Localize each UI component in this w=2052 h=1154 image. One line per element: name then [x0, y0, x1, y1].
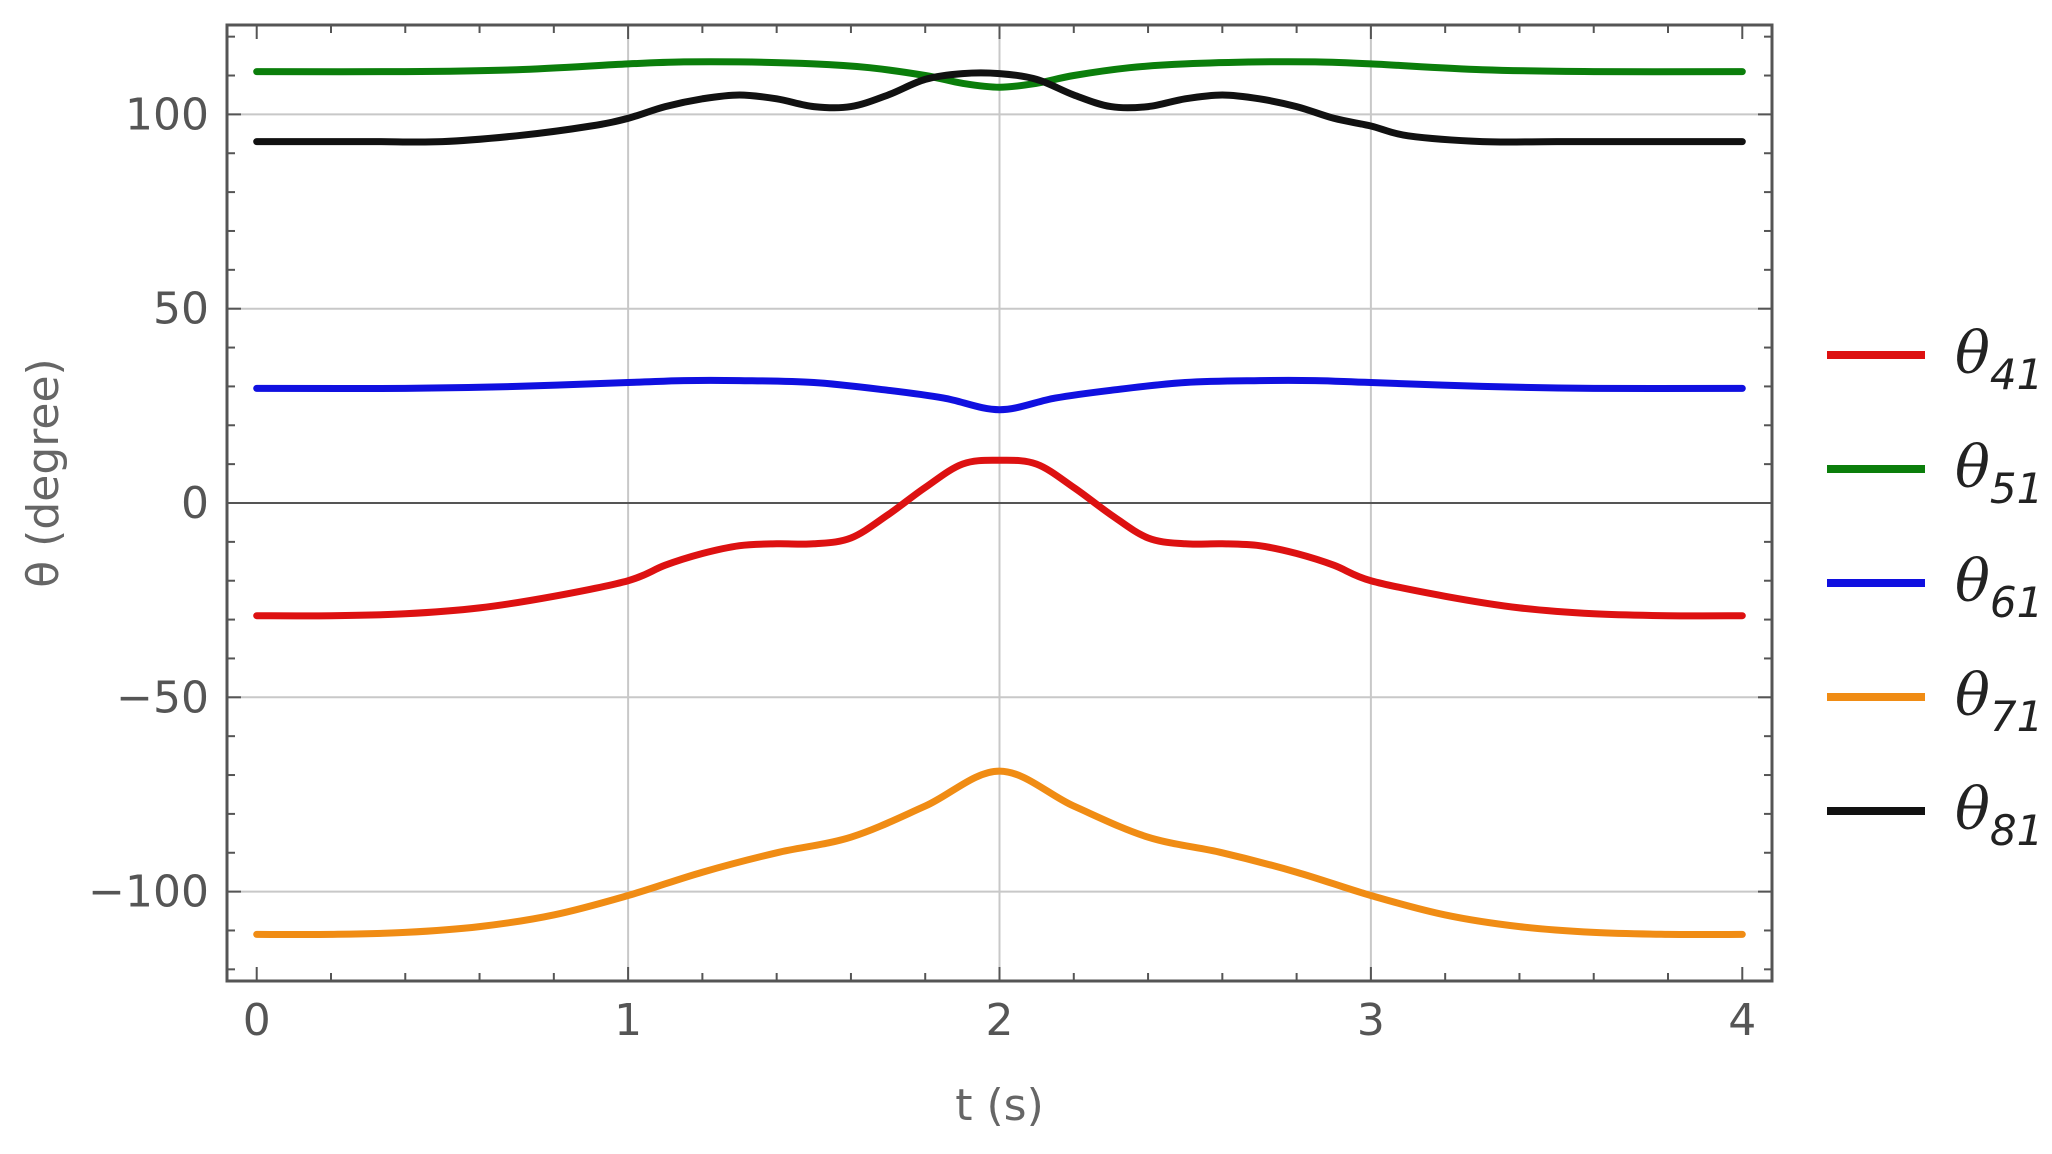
legend-item: θ41: [1827, 319, 2043, 399]
legend-item: θ71: [1827, 661, 2043, 741]
legend-subscript: 71: [1990, 692, 2043, 741]
legend-label: θ81: [1955, 775, 2043, 855]
series-line-41: [253, 456, 1746, 620]
series-line-61: [253, 376, 1746, 414]
legend-item: θ81: [1827, 775, 2043, 855]
x-tick-label: 1: [614, 995, 642, 1046]
legend-label: θ51: [1955, 433, 2043, 513]
legend-label: θ41: [1955, 319, 2043, 399]
x-axis-label: t (s): [955, 1080, 1044, 1131]
y-axis-label: θ (degree): [18, 358, 69, 587]
x-tick-label: 3: [1357, 995, 1385, 1046]
legend-item: θ51: [1827, 433, 2043, 513]
y-tick-label: −50: [116, 672, 209, 723]
legend-item: θ61: [1827, 547, 2043, 627]
legend-label: θ71: [1955, 661, 2043, 741]
y-tick-labels: −100 −50 0 50 100: [88, 89, 209, 917]
legend: θ41 θ51 θ61 θ71 θ81: [1827, 319, 2043, 855]
x-tick-label: 2: [986, 995, 1014, 1046]
legend-subscript: 61: [1990, 578, 2043, 627]
legend-label: θ61: [1955, 547, 2043, 627]
series-line-81: [253, 69, 1746, 146]
x-tick-labels: 0 1 2 3 4: [243, 995, 1757, 1046]
series-line-51: [253, 58, 1746, 91]
legend-subscript: 81: [1990, 806, 2043, 855]
legend-subscript: 51: [1990, 464, 2043, 513]
series-lines: [253, 58, 1746, 939]
series-line-71: [253, 767, 1746, 939]
axis-ticks: [227, 25, 1772, 981]
y-tick-label: 50: [153, 284, 209, 335]
y-tick-label: 100: [125, 89, 209, 140]
x-tick-label: 0: [243, 995, 271, 1046]
legend-subscript: 41: [1990, 350, 2043, 399]
x-tick-label: 4: [1728, 995, 1756, 1046]
y-tick-label: −100: [88, 867, 209, 918]
y-tick-label: 0: [181, 478, 209, 529]
grid: [227, 25, 1772, 981]
